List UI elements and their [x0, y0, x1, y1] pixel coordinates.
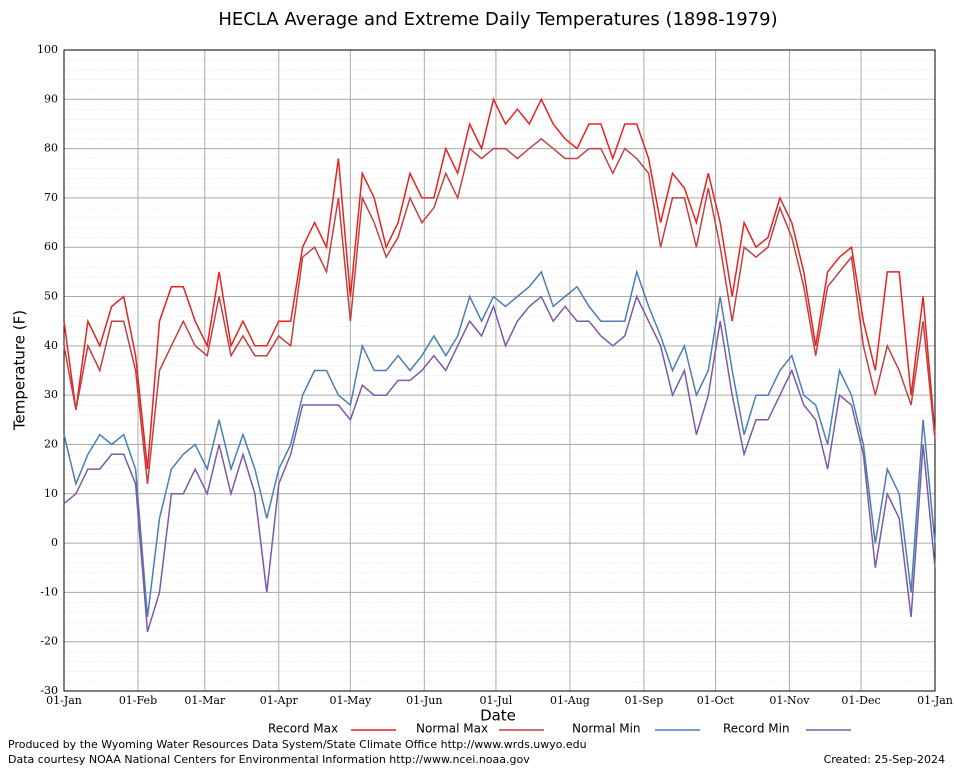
x-tick-label: 01-Jul	[480, 694, 513, 707]
x-axis-label: Date	[480, 707, 516, 725]
footer-line: Data courtesy NOAA National Centers for …	[8, 753, 530, 766]
y-tick-label: -10	[40, 585, 58, 598]
series-line	[63, 269, 936, 618]
plot-frame	[63, 49, 936, 692]
x-tick-label: 01-Feb	[119, 694, 157, 707]
y-tick-label: 50	[44, 290, 58, 303]
x-tick-label: 01-Jan	[46, 694, 82, 707]
x-tick-label: 01-Sep	[624, 694, 663, 707]
y-axis-label: Temperature (F)	[11, 310, 29, 431]
x-tick-label: 01-Jun	[406, 694, 442, 707]
x-tick-label: 01-Apr	[260, 694, 299, 707]
footer-line: Produced by the Wyoming Water Resources …	[8, 738, 587, 751]
legend-label: Record Min	[723, 722, 790, 736]
series-line	[63, 294, 936, 633]
x-tick-label: 01-May	[329, 694, 372, 707]
x-tick-label: 01-Oct	[697, 694, 735, 707]
y-tick-label: 80	[44, 142, 58, 155]
x-tick-label: 01-Aug	[550, 694, 590, 707]
y-tick-label: 30	[44, 388, 58, 401]
x-tick-label: 01-Mar	[184, 694, 226, 707]
y-tick-label: 40	[44, 339, 58, 352]
series-line	[63, 137, 936, 484]
chart-title: HECLA Average and Extreme Daily Temperat…	[218, 9, 777, 30]
y-tick-label: -30	[40, 684, 58, 697]
y-tick-label: 90	[44, 92, 58, 105]
y-tick-label: 70	[44, 191, 58, 204]
x-tick-label: 01-Dec	[841, 694, 880, 707]
legend-label: Record Max	[268, 722, 338, 736]
minor-grid	[64, 50, 935, 691]
x-tick-label: 01-Jan	[917, 694, 953, 707]
y-tick-label: -20	[40, 635, 58, 648]
series-line	[63, 97, 936, 470]
legend-label: Normal Max	[416, 722, 488, 736]
x-tick-label: 01-Nov	[769, 694, 810, 707]
y-tick-label: 100	[37, 43, 58, 56]
created-date: Created: 25-Sep-2024	[824, 753, 945, 766]
y-tick-label: 60	[44, 240, 58, 253]
y-tick-label: 20	[44, 437, 58, 450]
legend-label: Normal Min	[572, 722, 641, 736]
y-tick-label: 0	[51, 536, 58, 549]
y-tick-label: 10	[44, 487, 58, 500]
